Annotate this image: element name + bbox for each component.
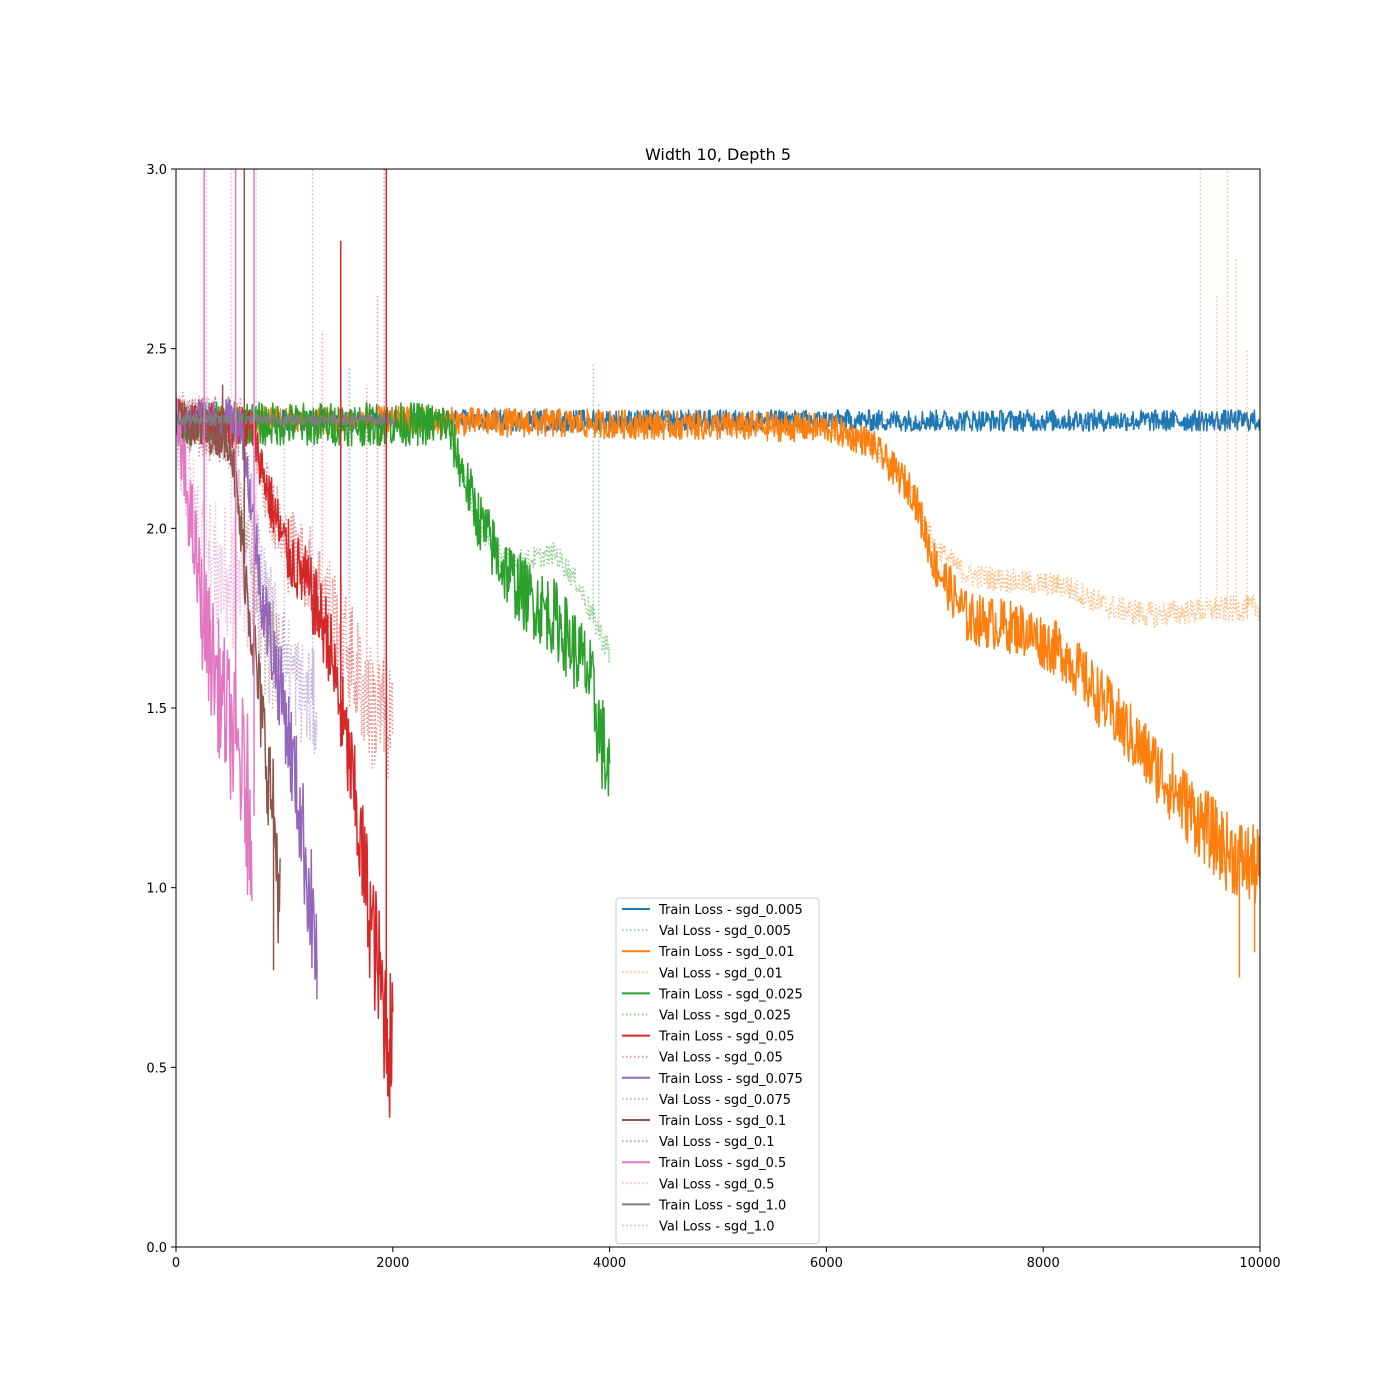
series-line [176,398,253,902]
legend-label: Val Loss - sgd_0.05 [659,1051,783,1066]
series-line [176,393,253,651]
legend-box [615,897,820,1245]
legend-label: Train Loss - sgd_0.075 [658,1072,803,1087]
x-tick-label: 8000 [1027,1256,1060,1271]
chart-title: Width 10, Depth 5 [645,145,791,164]
x-tick-label: 0 [172,1256,180,1271]
x-tick-label: 4000 [593,1256,626,1271]
x-axis: 0 2000 4000 6000 8000 10000 [172,1247,1281,1271]
legend-label: Val Loss - sgd_0.01 [659,966,783,981]
legend-label: Val Loss - sgd_0.1 [659,1135,775,1150]
series-line [176,405,1260,904]
y-tick-label: 2.5 [146,343,167,358]
y-tick-label: 2.0 [146,522,167,537]
series-layer [176,169,1260,1118]
y-tick-label: 0.0 [146,1241,167,1256]
series-line [176,401,611,797]
series-line [176,399,281,944]
legend-label: Val Loss - sgd_0.5 [659,1177,775,1192]
legend-label: Val Loss - sgd_0.075 [659,1093,791,1108]
x-tick-label: 2000 [376,1256,409,1271]
x-tick-label: 6000 [810,1256,843,1271]
legend-label: Train Loss - sgd_0.025 [658,987,803,1002]
legend-label: Train Loss - sgd_0.5 [658,1156,786,1171]
legend-label: Val Loss - sgd_0.005 [659,924,791,939]
legend-label: Train Loss - sgd_1.0 [658,1198,786,1213]
x-tick-label: 10000 [1239,1256,1280,1271]
legend-label: Train Loss - sgd_0.01 [658,945,795,960]
legend-label: Val Loss - sgd_1.0 [659,1220,775,1235]
y-tick-label: 1.5 [146,702,167,717]
y-tick-label: 0.5 [146,1061,167,1076]
y-tick-label: 1.0 [146,882,167,897]
legend: Train Loss - sgd_0.005 Val Loss - sgd_0.0… [615,897,820,1245]
y-tick-label: 3.0 [146,163,167,178]
legend-label: Train Loss - sgd_0.1 [658,1114,786,1129]
legend-label: Train Loss - sgd_0.005 [658,903,803,918]
legend-label: Val Loss - sgd_0.025 [659,1009,791,1024]
legend-label: Train Loss - sgd_0.05 [658,1030,795,1045]
series-line [176,413,394,426]
y-axis: 0.0 0.5 1.0 1.5 2.0 2.5 3.0 [146,163,176,1256]
